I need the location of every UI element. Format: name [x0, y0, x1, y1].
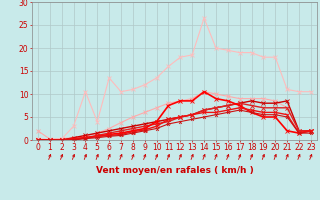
X-axis label: Vent moyen/en rafales ( km/h ): Vent moyen/en rafales ( km/h ): [96, 166, 253, 175]
